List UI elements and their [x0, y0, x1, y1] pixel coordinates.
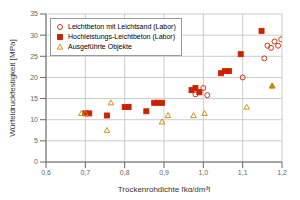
svg-text:5: 5	[34, 137, 38, 144]
svg-text:Trockenrohdichte [kg/dm³]: Trockenrohdichte [kg/dm³]	[118, 185, 211, 192]
html-text:Hochleistungs-Leichtbeton (Lab: Hochleistungs-Leichtbeton (Labor)	[68, 33, 175, 40]
html-text:Ausgeführte Objekte: Ausgeführte Objekte	[68, 43, 132, 50]
svg-text:30: 30	[30, 32, 38, 39]
svg-text:0,8: 0,8	[120, 169, 130, 176]
svg-text:35: 35	[30, 10, 38, 17]
html-text:Leichtbeton mit Leichtsand (La: Leichtbeton mit Leichtsand (Labor)	[68, 23, 176, 30]
svg-text:10: 10	[30, 116, 38, 123]
svg-text:1,1: 1,1	[238, 169, 248, 176]
svg-text:0: 0	[34, 158, 38, 165]
svg-text:Würfeldruckfestigkeit [MPa]: Würfeldruckfestigkeit [MPa]	[8, 39, 17, 136]
svg-text:20: 20	[30, 74, 38, 81]
svg-text:15: 15	[30, 95, 38, 102]
svg-text:1,0: 1,0	[198, 169, 208, 176]
svg-text:0,6: 0,6	[41, 169, 51, 176]
svg-text:0,9: 0,9	[159, 169, 169, 176]
svg-text:0,7: 0,7	[80, 169, 90, 176]
svg-text:1,2: 1,2	[277, 169, 287, 176]
svg-text:25: 25	[30, 53, 38, 60]
